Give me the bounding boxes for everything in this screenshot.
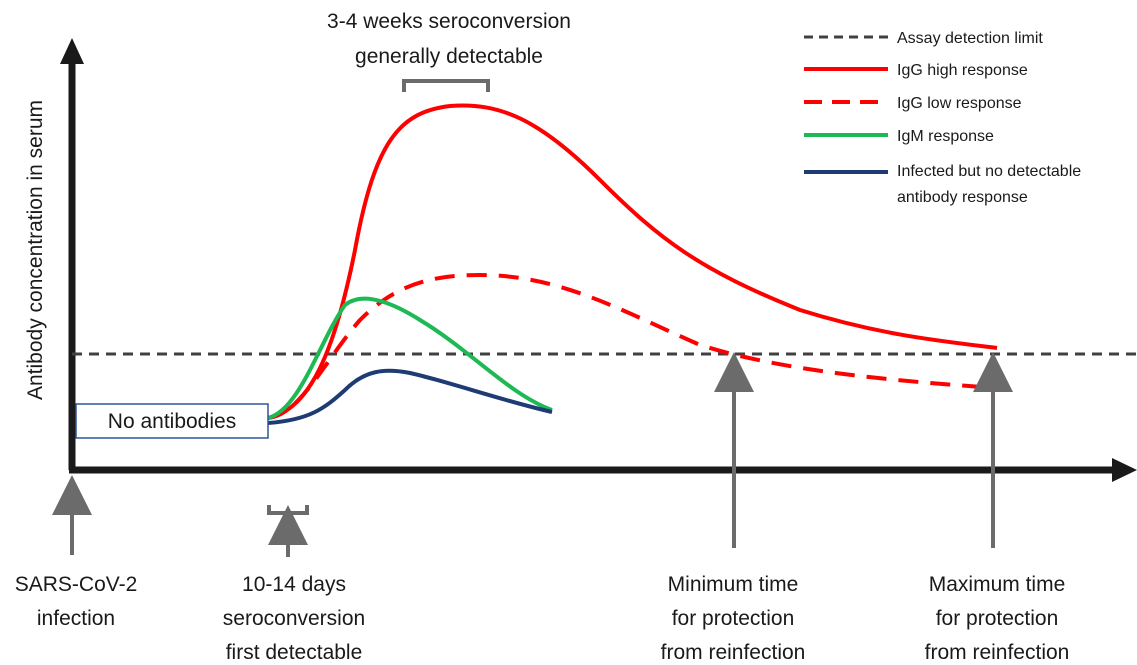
- maximum-protection-label-line-3: from reinfection: [925, 641, 1070, 664]
- legend-label-no-response-line-2: antibody response: [897, 189, 1028, 206]
- top-bracket: [402, 79, 490, 92]
- axes: [60, 38, 1137, 482]
- minimum-protection-label-line-1: Minimum time: [668, 573, 799, 596]
- x-axis-arrowhead: [1112, 458, 1137, 482]
- infection-label-line-1: SARS-CoV-2: [15, 573, 138, 596]
- first-detectable-label-line-2: seroconversion: [223, 607, 365, 630]
- no-antibodies-label: No antibodies: [108, 410, 236, 433]
- maximum-protection-label-line-2: for protection: [936, 607, 1059, 630]
- maximum-protection-label-line-1: Maximum time: [929, 573, 1066, 596]
- legend-label-igg-high: IgG high response: [897, 62, 1028, 79]
- no-response-curve: [267, 368, 553, 425]
- y-axis-arrowhead: [60, 38, 84, 64]
- igg-high-curve: [267, 103, 998, 420]
- igm-curve: [267, 296, 553, 420]
- minimum-protection-label-line-2: for protection: [672, 607, 795, 630]
- timeline-pointers: [52, 352, 1013, 557]
- legend-label-igm: IgM response: [897, 128, 994, 145]
- legend-label-igg-low: IgG low response: [897, 95, 1022, 112]
- top-annotation-line-1: 3-4 weeks seroconversion: [327, 10, 571, 33]
- first-detectable-label-line-1: 10-14 days: [242, 573, 346, 596]
- legend: Assay detection limit IgG high response …: [804, 30, 1081, 206]
- infection-label-line-2: infection: [37, 607, 115, 630]
- y-axis-label: Antibody concentration in serum: [24, 100, 47, 400]
- legend-label-detection-limit: Assay detection limit: [897, 30, 1043, 47]
- no-antibodies-box: [75, 403, 269, 439]
- top-annotation-line-2: generally detectable: [355, 45, 543, 68]
- first-detectable-bracket: [267, 505, 309, 515]
- timeline-labels: SARS-CoV-2 infection 10-14 days seroconv…: [15, 573, 1070, 664]
- seroconversion-detectable-annotation: 3-4 weeks seroconversion generally detec…: [327, 10, 571, 92]
- response-curves: [267, 103, 998, 425]
- igg-low-curve: [267, 272, 998, 420]
- first-detectable-label-line-3: first detectable: [226, 641, 363, 664]
- legend-label-no-response-line-1: Infected but no detectable: [897, 163, 1081, 180]
- minimum-protection-label-line-3: from reinfection: [661, 641, 806, 664]
